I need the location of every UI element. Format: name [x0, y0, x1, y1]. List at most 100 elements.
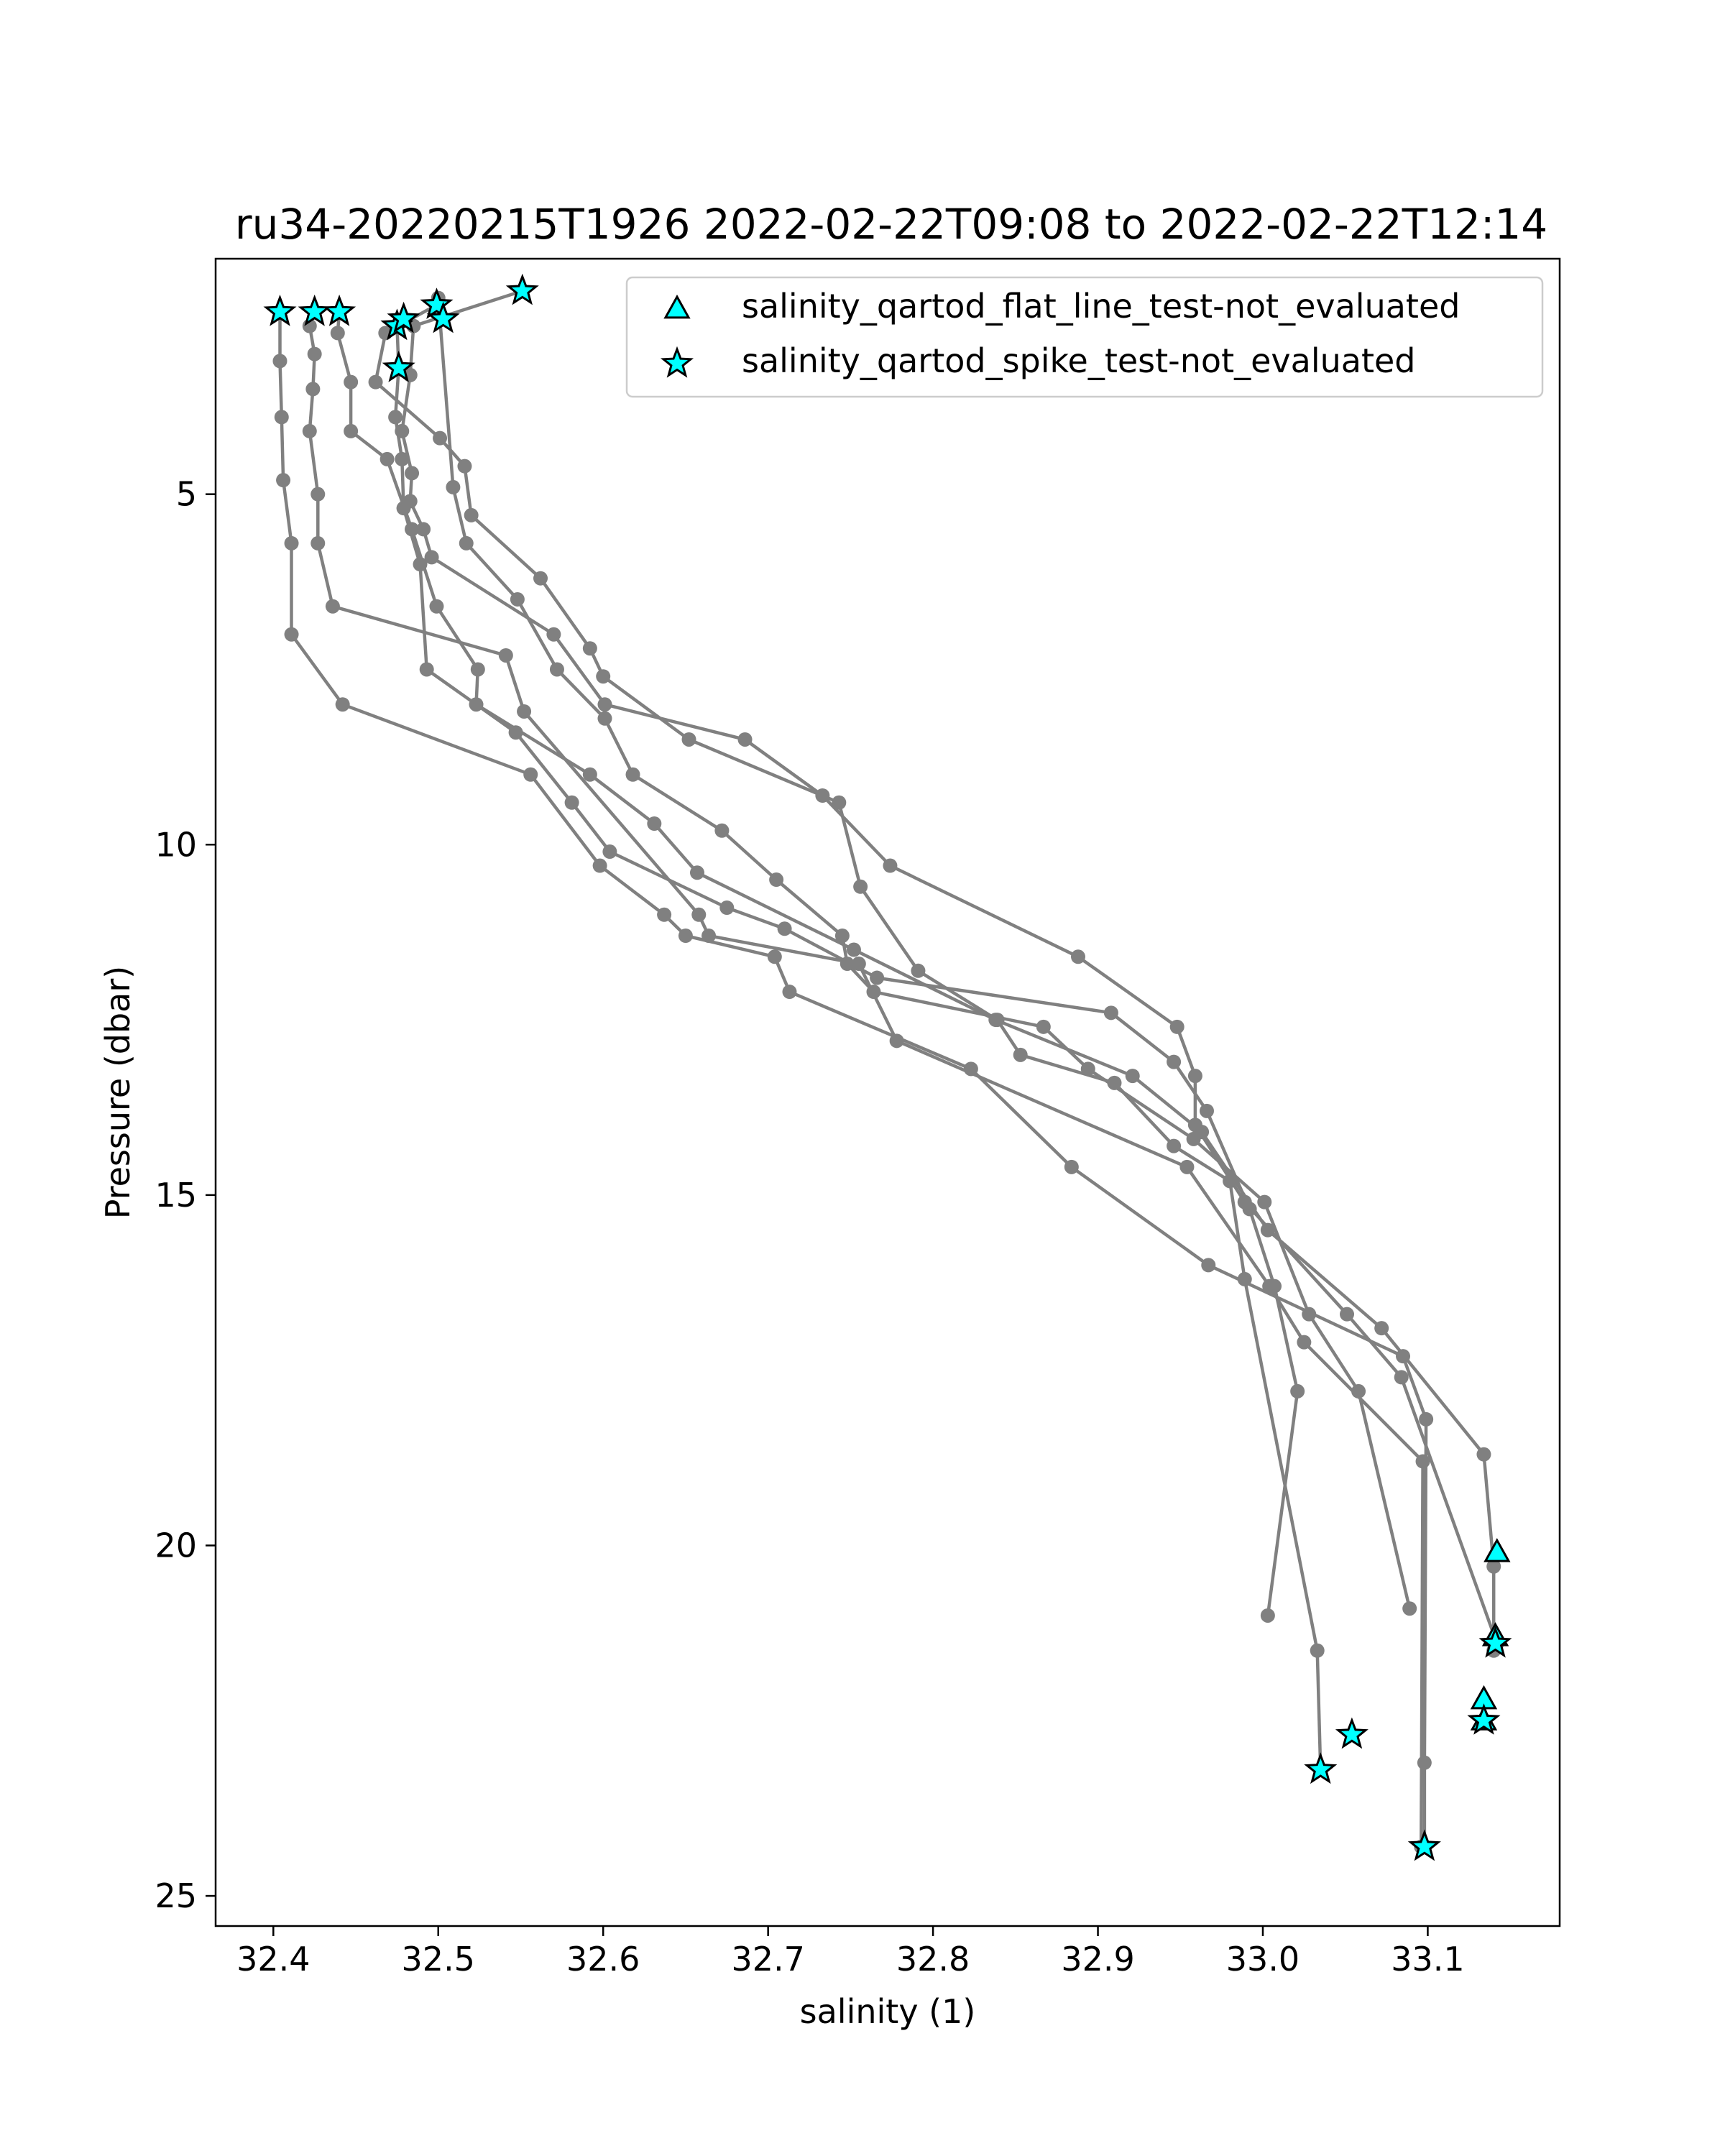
profile-point [592, 858, 607, 873]
profile-point [395, 423, 410, 438]
profile-point [508, 725, 523, 740]
profile-point [702, 929, 717, 944]
profile-point [424, 550, 439, 565]
x-tick-label: 32.8 [896, 1940, 970, 1978]
profile-point [1187, 1118, 1202, 1133]
y-tick-label: 20 [155, 1526, 197, 1565]
profile-point [284, 535, 299, 550]
profile-point [272, 354, 288, 369]
profile-point [470, 662, 485, 677]
profile-point [582, 641, 597, 656]
profile-point [1169, 1019, 1184, 1034]
y-axis-label: Pressure (dbar) [98, 966, 137, 1219]
profile-point [582, 767, 597, 782]
profile-point [657, 907, 672, 922]
profile-point [1419, 1411, 1434, 1427]
profile-point [719, 900, 735, 916]
profile-point [1402, 1601, 1417, 1616]
profile-point [344, 423, 359, 438]
profile-point [1267, 1279, 1282, 1294]
spike-marker [426, 301, 460, 333]
profile-point [276, 473, 291, 488]
profile-point [457, 459, 472, 474]
profile-point [1167, 1138, 1182, 1153]
profile-point [517, 704, 532, 719]
x-axis: 32.4 32.5 32.6 32.7 32.8 32.9 33.0 33.1 [236, 1926, 1465, 1978]
profile-point [1125, 1069, 1140, 1084]
profile-point [464, 507, 479, 522]
profile-point [777, 921, 792, 936]
legend-triangle-shape [663, 294, 691, 319]
profile-point [307, 346, 322, 361]
x-tick-label: 33.0 [1226, 1940, 1300, 1978]
profile-point [911, 963, 926, 978]
profile-point [1199, 1103, 1214, 1118]
profile-line-4 [393, 326, 1300, 1616]
profile-point [681, 732, 696, 747]
profile-point [302, 423, 317, 438]
profile-point [433, 430, 448, 446]
x-tick-label: 32.4 [236, 1940, 310, 1978]
legend: salinity_qartod_flat_line_test-not_evalu… [625, 276, 1544, 398]
profile-point [714, 823, 730, 838]
profile-point [1186, 1131, 1201, 1146]
profile-point [1103, 1005, 1118, 1021]
profile-point [368, 374, 383, 390]
x-axis-label: salinity (1) [800, 1992, 976, 2031]
profile-point [1187, 1069, 1202, 1084]
profile-point [1351, 1383, 1366, 1399]
profile-point [325, 599, 340, 614]
legend-label-flat-line: salinity_qartod_flat_line_test-not_evalu… [742, 287, 1460, 326]
profile-point [274, 410, 289, 425]
profile-point [1179, 1159, 1195, 1174]
profile-point [330, 326, 345, 341]
profile-point [678, 929, 693, 944]
profile-point [1080, 1061, 1095, 1077]
profile-point [305, 382, 321, 397]
profile-point [310, 535, 326, 550]
legend-star-marker [660, 346, 694, 378]
profile-point [1486, 1559, 1501, 1574]
profile-point [1374, 1321, 1389, 1336]
profile-point [602, 844, 617, 860]
profile-point [597, 711, 612, 726]
profile-point [1013, 1047, 1028, 1062]
spike-marker [1335, 1717, 1368, 1749]
profile-point [380, 451, 395, 466]
spike-marker [323, 294, 356, 326]
profile-point [413, 557, 428, 572]
x-tick-label: 32.5 [402, 1940, 475, 1978]
marker-layer [263, 273, 1512, 1861]
profile-point [815, 788, 830, 803]
profile-point [395, 451, 410, 466]
profile-point [846, 942, 861, 957]
profile-point [1302, 1307, 1317, 1322]
profile-point [1071, 949, 1086, 964]
profile-point [840, 957, 855, 972]
spike-marker [1467, 1703, 1501, 1735]
profile-point [1237, 1271, 1252, 1286]
profile-point [549, 662, 564, 677]
profile-point [870, 970, 885, 985]
profile-point [834, 929, 850, 944]
spike-marker [263, 294, 297, 326]
profile-point [597, 697, 612, 712]
legend-triangle-marker [663, 294, 691, 319]
profile-point [1340, 1307, 1355, 1322]
profile-point [1167, 1054, 1182, 1069]
profile-point [498, 648, 513, 663]
spike-marker [1478, 1626, 1512, 1658]
profile-point [344, 374, 359, 390]
x-tick-label: 32.6 [566, 1940, 640, 1978]
legend-box [625, 276, 1544, 398]
profile-point [446, 479, 461, 494]
y-axis: 5 10 15 20 25 [155, 475, 216, 1915]
profile-point [564, 795, 579, 810]
profile-point [832, 795, 847, 810]
spike-marker [420, 287, 454, 319]
legend-label-spike: salinity_qartod_spike_test-not_evaluated [742, 341, 1415, 380]
profile-point [416, 522, 431, 537]
profile-point [782, 985, 797, 1000]
profile-point [1064, 1159, 1079, 1174]
profile-point [510, 591, 525, 607]
